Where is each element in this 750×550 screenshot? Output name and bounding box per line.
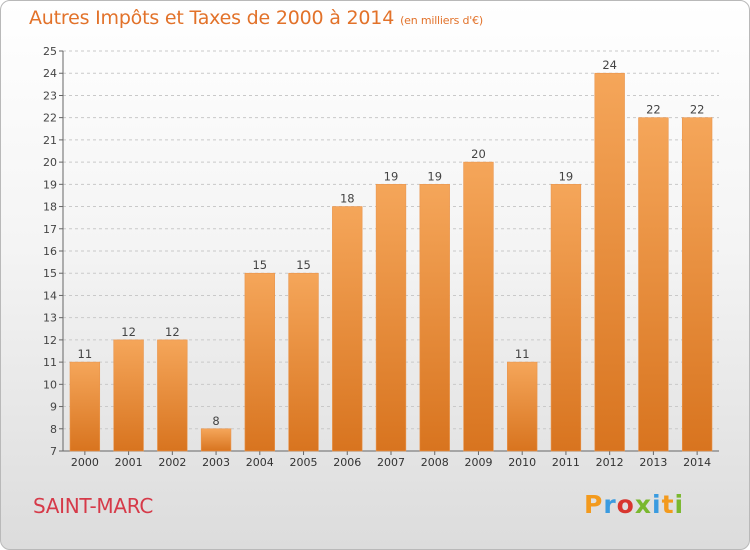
location-label: SAINT-MARC bbox=[33, 494, 154, 518]
bar bbox=[638, 117, 669, 452]
data-label: 20 bbox=[471, 147, 486, 161]
y-tick-label: 9 bbox=[50, 401, 57, 414]
x-tick-label: 2014 bbox=[683, 456, 711, 469]
y-tick-label: 17 bbox=[43, 223, 57, 236]
data-label: 15 bbox=[252, 258, 267, 272]
y-tick-label: 7 bbox=[50, 445, 57, 458]
bar bbox=[681, 117, 713, 452]
x-tick-label: 2000 bbox=[71, 456, 99, 469]
data-label: 8 bbox=[212, 414, 219, 428]
y-tick-label: 25 bbox=[43, 45, 57, 58]
y-tick-label: 24 bbox=[43, 67, 57, 80]
y-tick-label: 19 bbox=[43, 178, 57, 191]
unit-subtitle: (en milliers d'€) bbox=[400, 14, 483, 27]
bar bbox=[594, 72, 625, 452]
chart-title: Autres Impôts et Taxes de 2000 à 2014 (en… bbox=[29, 7, 483, 29]
data-label: 19 bbox=[427, 169, 442, 183]
y-tick-label: 16 bbox=[43, 245, 57, 258]
y-tick-label: 14 bbox=[43, 289, 57, 302]
bar bbox=[157, 339, 188, 452]
data-label: 12 bbox=[121, 325, 136, 339]
x-tick-label: 2011 bbox=[552, 456, 580, 469]
data-label: 19 bbox=[384, 169, 399, 183]
data-label: 19 bbox=[559, 169, 574, 183]
y-tick-label: 13 bbox=[43, 312, 57, 325]
bar bbox=[419, 184, 450, 452]
x-tick-label: 2007 bbox=[377, 456, 405, 469]
x-tick-label: 2006 bbox=[333, 456, 361, 469]
bar bbox=[463, 161, 494, 452]
data-label: 11 bbox=[515, 347, 530, 361]
bar bbox=[332, 206, 363, 452]
data-label: 12 bbox=[165, 325, 180, 339]
data-labels: 11 12 12 8 15 15 18 19 19 20 11 19 24 22 22 bbox=[78, 58, 705, 428]
bar bbox=[200, 428, 232, 452]
bars bbox=[69, 72, 713, 452]
bar bbox=[507, 361, 538, 452]
brand-letter: o bbox=[616, 490, 635, 519]
data-label: 15 bbox=[296, 258, 311, 272]
data-label: 18 bbox=[340, 192, 355, 206]
x-tick-label: 2008 bbox=[421, 456, 449, 469]
brand-letter: i bbox=[674, 490, 685, 519]
x-tick-label: 2010 bbox=[508, 456, 536, 469]
x-tick-label: 2001 bbox=[115, 456, 143, 469]
x-tick-label: 2003 bbox=[202, 456, 230, 469]
brand-letter: t bbox=[661, 490, 675, 519]
x-tick-label: 2005 bbox=[290, 456, 318, 469]
y-tick-label: 12 bbox=[43, 334, 57, 347]
x-tick-label: 2009 bbox=[464, 456, 492, 469]
brand-letter: P bbox=[584, 490, 604, 519]
bar bbox=[244, 272, 275, 452]
y-tick-label: 18 bbox=[43, 201, 57, 214]
x-tick-label: 2012 bbox=[596, 456, 624, 469]
title-text: Autres Impôts et Taxes de 2000 à 2014 bbox=[29, 7, 395, 29]
y-tick-label: 23 bbox=[43, 89, 57, 102]
y-tick-label: 21 bbox=[43, 134, 57, 147]
y-tick-label: 15 bbox=[43, 267, 57, 280]
x-tick-label: 2002 bbox=[158, 456, 186, 469]
bar bbox=[375, 184, 407, 452]
bar bbox=[550, 184, 582, 452]
brand-letter: i bbox=[652, 490, 662, 519]
x-tick-label: 2013 bbox=[639, 456, 667, 469]
brand-letter: r bbox=[603, 490, 617, 519]
x-tick-label: 2004 bbox=[246, 456, 274, 469]
data-label: 24 bbox=[602, 58, 617, 72]
data-label: 22 bbox=[690, 103, 705, 117]
brand-letter: x bbox=[634, 490, 652, 519]
bar bbox=[69, 361, 101, 452]
proxiti-logo: Proxiti bbox=[584, 490, 684, 519]
bar bbox=[288, 272, 319, 452]
y-tick-label: 10 bbox=[43, 378, 57, 391]
y-tick-label: 22 bbox=[43, 112, 57, 125]
data-label: 11 bbox=[78, 347, 93, 361]
y-tick-label: 11 bbox=[43, 356, 57, 369]
bar bbox=[113, 339, 144, 452]
data-label: 22 bbox=[646, 103, 661, 117]
y-tick-label: 20 bbox=[43, 156, 57, 169]
y-tick-label: 8 bbox=[50, 423, 57, 436]
